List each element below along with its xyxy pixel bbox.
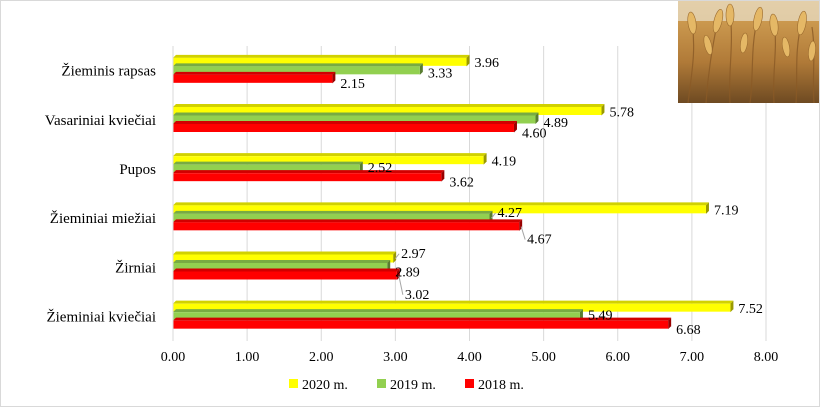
bar-irniai-2020-m <box>173 254 394 263</box>
bar-top-pupos-2020-m <box>173 153 487 157</box>
bar-ieminis-rapsas-2020-m <box>173 57 467 66</box>
legend-label-2019-m: 2019 m. <box>390 378 436 393</box>
data-label-ieminiai-kvie-iai-2018-m: 6.68 <box>676 323 701 338</box>
legend-label-2020-m: 2020 m. <box>302 378 348 393</box>
leader-line <box>520 226 526 240</box>
bar-ieminiai-kvie-iai-2018-m <box>173 320 669 329</box>
bar-vasariniai-kvie-iai-2019-m <box>173 115 536 124</box>
x-tick-label: 4.00 <box>457 350 482 365</box>
bar-side-ieminis-rapsas-2020-m <box>466 54 470 67</box>
bar-side-ieminis-rapsas-2019-m <box>419 63 423 75</box>
category-label-pupos: Pupos <box>119 162 156 178</box>
leader-line <box>491 212 496 219</box>
category-label-ieminiai-kvie-iai: Žieminiai kviečiai <box>46 308 156 325</box>
x-tick-label: 1.00 <box>235 350 260 365</box>
bar-side-pupos-2020-m <box>483 153 487 165</box>
bar-side-vasariniai-kvie-iai-2019-m <box>535 112 539 124</box>
bar-pupos-2019-m <box>173 164 360 173</box>
legend-swatch-2019-m <box>377 379 386 388</box>
bar-side-ieminiai-mie-iai-2020-m <box>705 202 709 214</box>
data-label-pupos-2018-m: 3.62 <box>449 175 474 190</box>
bar-ieminis-rapsas-2019-m <box>173 66 420 75</box>
bar-side-irniai-2020-m <box>393 251 397 263</box>
bar-pupos-2020-m <box>173 156 484 165</box>
bar-top-irniai-2018-m <box>173 268 400 272</box>
x-tick-label: 2.00 <box>309 350 334 365</box>
bar-ieminiai-mie-iai-2019-m <box>173 213 490 222</box>
data-label-vasariniai-kvie-iai-2018-m: 4.60 <box>522 126 547 141</box>
data-label-ieminiai-mie-iai-2019-m: 4.27 <box>498 206 523 221</box>
data-label-ieminiai-kvie-iai-2019-m: 5.49 <box>588 308 613 323</box>
legend-swatch-2020-m <box>289 379 298 388</box>
category-label-ieminiai-mie-iai: Žieminiai miežiai <box>50 210 156 227</box>
bar-top-vasariniai-kvie-iai-2018-m <box>173 121 517 124</box>
bar-top-ieminis-rapsas-2018-m <box>173 71 336 75</box>
bar-side-ieminis-rapsas-2018-m <box>332 71 336 84</box>
data-label-irniai-2020-m: 2.97 <box>401 247 426 262</box>
bar-top-ieminiai-kvie-iai-2018-m <box>173 317 672 321</box>
bar-top-ieminis-rapsas-2020-m <box>173 54 470 58</box>
bar-top-pupos-2019-m <box>173 161 363 165</box>
legend-label-2018-m: 2018 m. <box>478 378 524 393</box>
x-tick-label: 3.00 <box>383 350 408 365</box>
bar-vasariniai-kvie-iai-2020-m <box>173 107 602 115</box>
data-label-ieminiai-mie-iai-2020-m: 7.19 <box>714 204 739 219</box>
bar-ieminis-rapsas-2018-m <box>173 74 333 83</box>
data-label-ieminis-rapsas-2019-m: 3.33 <box>428 67 453 82</box>
data-label-vasariniai-kvie-iai-2020-m: 5.78 <box>609 105 634 120</box>
data-label-ieminis-rapsas-2020-m: 3.96 <box>475 56 500 71</box>
data-label-vasariniai-kvie-iai-2019-m: 4.89 <box>543 116 568 131</box>
bar-side-vasariniai-kvie-iai-2018-m <box>513 121 517 133</box>
bar-top-pupos-2018-m <box>173 170 445 174</box>
category-label-irniai: Žirniai <box>115 259 156 276</box>
bar-top-vasariniai-kvie-iai-2019-m <box>173 112 539 116</box>
bar-top-irniai-2020-m <box>173 251 397 255</box>
leader-line <box>394 253 400 260</box>
bar-irniai-2019-m <box>173 263 388 271</box>
category-label-ieminis-rapsas: Žieminis rapsas <box>61 63 156 80</box>
bar-top-ieminiai-mie-iai-2019-m <box>173 210 493 214</box>
x-tick-label: 6.00 <box>606 350 631 365</box>
bar-top-irniai-2019-m <box>173 260 391 263</box>
data-label-irniai-2019-m: 2.89 <box>395 265 420 280</box>
bar-side-ieminiai-kvie-iai-2018-m <box>668 317 672 330</box>
bar-top-ieminiai-mie-iai-2018-m <box>173 219 523 223</box>
bar-ieminiai-mie-iai-2018-m <box>173 222 520 231</box>
bar-top-ieminiai-kvie-iai-2019-m <box>173 309 583 313</box>
data-label-irniai-2018-m: 3.02 <box>405 288 430 303</box>
bar-ieminiai-mie-iai-2020-m <box>173 205 706 214</box>
bar-top-ieminiai-mie-iai-2020-m <box>173 202 709 206</box>
x-tick-label: 8.00 <box>754 350 779 365</box>
data-label-pupos-2020-m: 4.19 <box>492 154 517 169</box>
bar-top-vasariniai-kvie-iai-2020-m <box>173 104 605 107</box>
x-tick-label: 5.00 <box>531 350 556 365</box>
bar-pupos-2018-m <box>173 173 442 182</box>
bar-vasariniai-kvie-iai-2018-m <box>173 124 514 132</box>
bar-ieminiai-kvie-iai-2019-m <box>173 312 580 321</box>
bar-top-ieminis-rapsas-2019-m <box>173 63 423 67</box>
data-label-ieminiai-mie-iai-2018-m: 4.67 <box>527 233 552 248</box>
leader-line <box>398 275 404 295</box>
category-label-vasariniai-kvie-iai: Vasariniai kviečiai <box>45 113 156 129</box>
bar-side-ieminiai-kvie-iai-2020-m <box>730 300 734 313</box>
data-label-ieminiai-kvie-iai-2020-m: 7.52 <box>738 302 763 317</box>
data-label-ieminis-rapsas-2018-m: 2.15 <box>340 77 365 92</box>
bar-irniai-2018-m <box>173 271 397 280</box>
bar-top-ieminiai-kvie-iai-2020-m <box>173 300 734 304</box>
wheat-photo <box>678 1 819 103</box>
legend-swatch-2018-m <box>465 379 474 388</box>
bar-ieminiai-kvie-iai-2020-m <box>173 303 731 312</box>
bar-side-vasariniai-kvie-iai-2020-m <box>601 104 605 116</box>
x-tick-label: 7.00 <box>680 350 705 365</box>
data-label-pupos-2019-m: 2.52 <box>368 161 393 176</box>
x-tick-label: 0.00 <box>161 350 186 365</box>
bar-side-pupos-2018-m <box>441 170 445 182</box>
